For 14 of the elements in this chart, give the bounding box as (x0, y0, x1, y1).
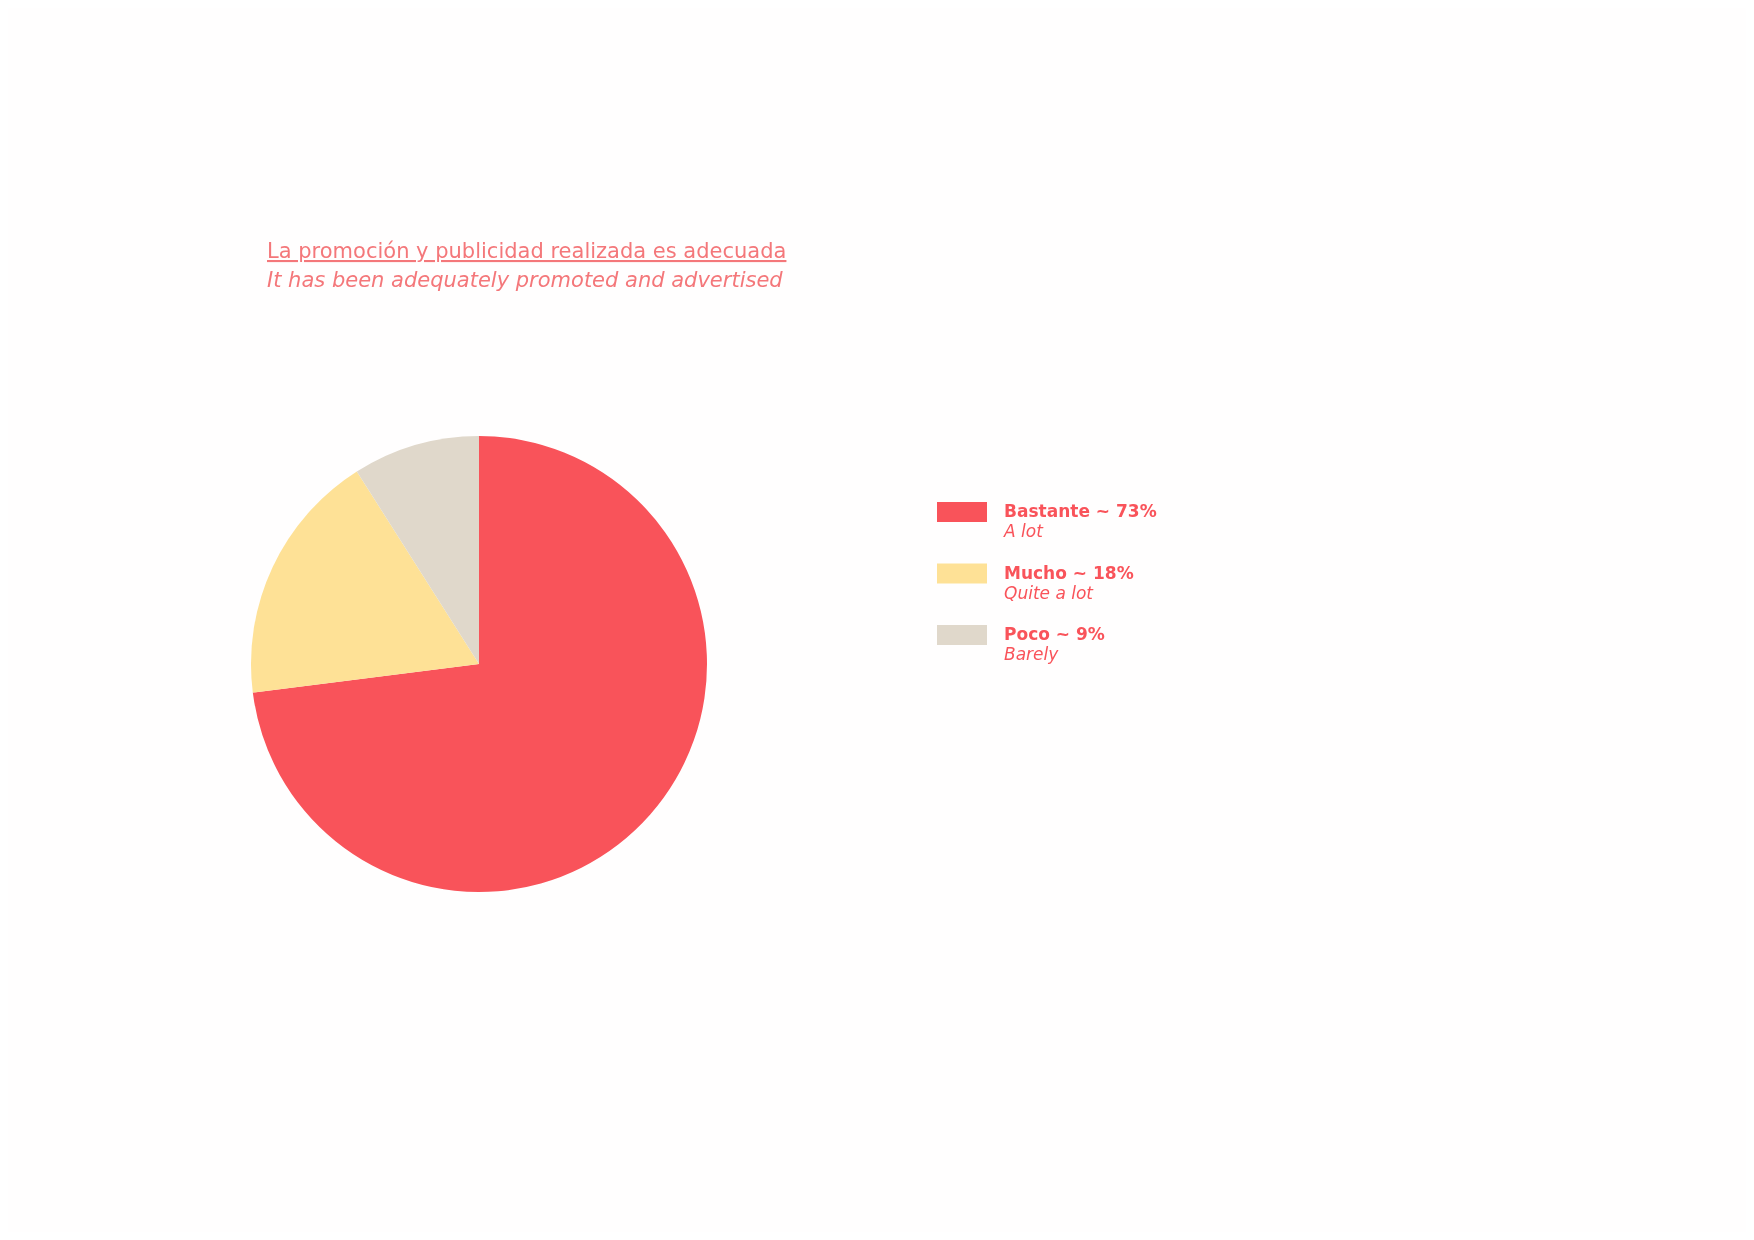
pie-slice (356, 436, 479, 664)
data-label: ~ 73% (1095, 501, 1157, 521)
text: Quite a lot (1004, 582, 1095, 603)
legend-label: Poco (1004, 624, 1050, 644)
pie-slice (252, 436, 707, 892)
chart-subtitle: It has been adequately promoted and advertised (267, 268, 784, 292)
pie-slice (251, 471, 479, 693)
data-label: ~ 18% (1072, 562, 1134, 583)
text: A lot (1003, 521, 1045, 541)
legend-label: Bastante (1004, 501, 1090, 521)
text: Barely (1004, 644, 1060, 664)
legend-label: Mucho (1004, 562, 1067, 583)
data-label: ~ 9% (1055, 624, 1105, 644)
chart-title: La promoción y publicidad realizada es adecuada (267, 239, 787, 263)
